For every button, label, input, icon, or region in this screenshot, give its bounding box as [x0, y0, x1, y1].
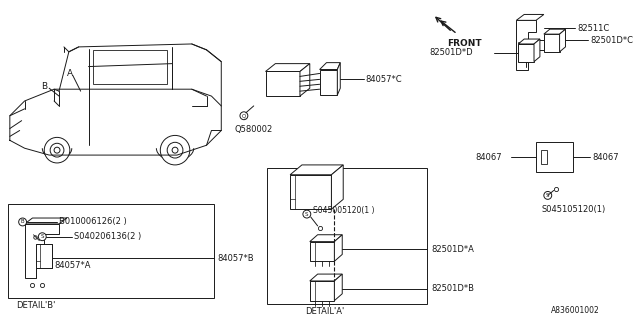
Text: 82501D*A: 82501D*A — [432, 245, 475, 254]
Text: Q: Q — [242, 113, 246, 118]
Bar — [541, 150, 547, 164]
Text: S: S — [546, 193, 550, 198]
Text: S045105120(1): S045105120(1) — [542, 205, 606, 214]
Text: 82501D*B: 82501D*B — [432, 284, 475, 293]
Circle shape — [54, 147, 60, 153]
Text: A836001002: A836001002 — [551, 306, 600, 315]
Bar — [266, 71, 300, 96]
Polygon shape — [518, 39, 540, 44]
Bar — [93, 50, 167, 84]
Text: Q580002: Q580002 — [234, 125, 272, 134]
Text: 82501D*C: 82501D*C — [590, 36, 633, 44]
Text: S: S — [40, 234, 44, 239]
Text: DETAIL'B': DETAIL'B' — [16, 301, 55, 310]
Polygon shape — [516, 20, 544, 69]
Polygon shape — [24, 218, 67, 224]
Polygon shape — [266, 64, 310, 71]
Text: 84067: 84067 — [475, 153, 502, 162]
Polygon shape — [332, 165, 343, 209]
Text: 84067: 84067 — [592, 153, 619, 162]
Bar — [310, 242, 334, 261]
Polygon shape — [300, 64, 310, 96]
Circle shape — [44, 137, 70, 163]
Bar — [319, 69, 337, 95]
Polygon shape — [334, 274, 342, 300]
Polygon shape — [559, 29, 566, 52]
Polygon shape — [337, 63, 340, 95]
Text: 84057*B: 84057*B — [218, 254, 254, 263]
Text: FRONT: FRONT — [447, 39, 482, 48]
Polygon shape — [24, 224, 59, 278]
Polygon shape — [290, 165, 343, 175]
Bar — [36, 244, 52, 268]
Text: 82511C: 82511C — [577, 24, 609, 33]
Text: S045005120(1 ): S045005120(1 ) — [313, 206, 374, 215]
Text: A: A — [67, 69, 73, 78]
Text: 82501D*D: 82501D*D — [430, 48, 474, 57]
Text: 84057*A: 84057*A — [54, 261, 91, 270]
Text: DETAIL'A': DETAIL'A' — [305, 307, 344, 316]
Bar — [310, 281, 334, 300]
Text: B: B — [42, 82, 47, 91]
Text: B: B — [21, 220, 24, 224]
Polygon shape — [516, 14, 544, 20]
Polygon shape — [319, 63, 340, 69]
Text: S040206136(2 ): S040206136(2 ) — [74, 232, 141, 241]
Text: S: S — [305, 212, 308, 217]
Circle shape — [172, 147, 178, 153]
Bar — [544, 34, 559, 52]
Polygon shape — [310, 274, 342, 281]
Bar — [518, 42, 526, 48]
Circle shape — [50, 143, 64, 157]
Bar — [518, 44, 534, 62]
Polygon shape — [334, 235, 342, 261]
Circle shape — [167, 142, 183, 158]
Polygon shape — [310, 235, 342, 242]
Circle shape — [303, 210, 311, 218]
Circle shape — [240, 112, 248, 120]
Circle shape — [38, 233, 46, 241]
Bar — [290, 175, 332, 209]
Bar — [536, 142, 573, 172]
Text: 84057*C: 84057*C — [366, 75, 403, 84]
Polygon shape — [544, 29, 566, 34]
Text: B010006126(2 ): B010006126(2 ) — [59, 218, 127, 227]
Polygon shape — [534, 39, 540, 62]
Circle shape — [544, 191, 552, 199]
Circle shape — [19, 218, 26, 226]
Bar — [268, 168, 427, 304]
Circle shape — [160, 135, 190, 165]
Bar — [8, 204, 214, 298]
